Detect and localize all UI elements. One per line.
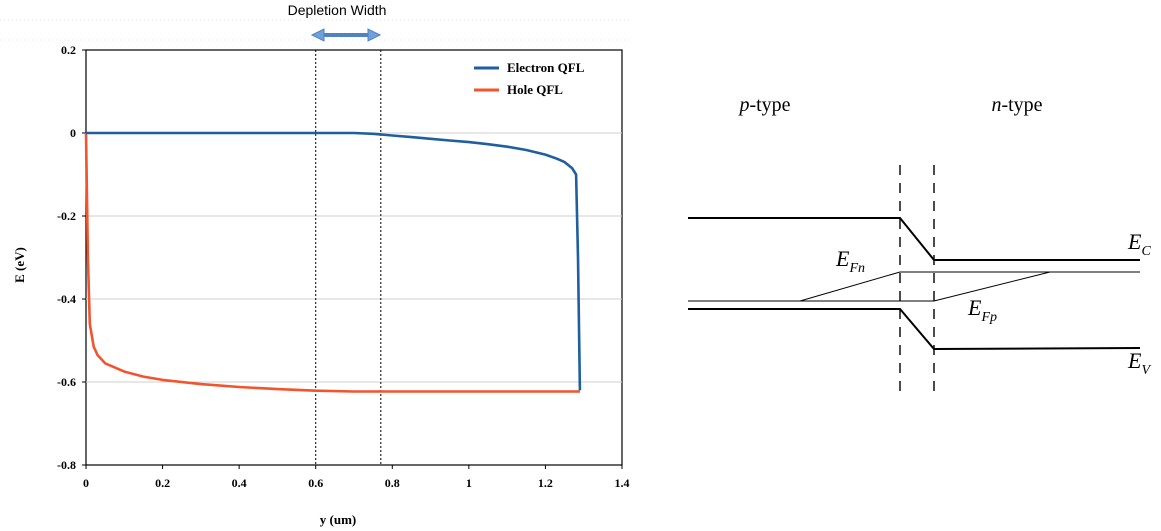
x-tick-label: 1: [466, 476, 472, 490]
series-line-electron-qfl: [86, 131, 582, 391]
ec-label: EC: [1127, 229, 1151, 259]
qfl-chart: 0 0.2 0.4 0.6 0.8 1 1.2 1.4 0.2 0 -0.2 -0.4 -0.6 -0.…: [12, 43, 630, 527]
x-tick-label: 0.8: [385, 476, 400, 490]
x-tick-label: 0: [83, 476, 89, 490]
y-tick-label: -0.4: [57, 292, 76, 306]
efp-label: EFp: [967, 295, 997, 325]
valence-band-edge: [688, 308, 1141, 351]
double-arrow-icon: [310, 28, 382, 42]
legend-label-hole: Hole QFL: [507, 82, 563, 97]
x-tick-label: 1.2: [538, 476, 553, 490]
electron-qfl-line: [799, 271, 1140, 302]
gridlines: [86, 132, 622, 383]
y-tick-label: -0.8: [57, 458, 76, 472]
band-diagram: p-type n-type EC EFn EFp EV: [688, 94, 1151, 395]
y-axis-title: E (eV): [12, 247, 27, 283]
depletion-width-label: Depletion Width: [288, 2, 387, 18]
x-tick-label: 0.2: [155, 476, 170, 490]
x-axis-ticks: 0 0.2 0.4 0.6 0.8 1 1.2 1.4: [83, 465, 630, 490]
y-tick-label: 0: [70, 126, 76, 140]
y-tick-label: 0.2: [61, 43, 76, 57]
hole-qfl-line: [688, 271, 1051, 302]
background-guides: [0, 19, 630, 41]
plot-frame: [85, 49, 623, 466]
x-tick-label: 1.4: [615, 476, 630, 490]
legend-label-electron: Electron QFL: [507, 60, 585, 75]
x-axis-title: y (um): [320, 512, 356, 527]
x-tick-label: 0.6: [308, 476, 323, 490]
series-line-hole-qfl: [84, 132, 580, 393]
depletion-width-annotation: Depletion Width: [288, 2, 387, 42]
p-type-label: p-type: [737, 94, 790, 116]
efn-label: EFn: [835, 246, 865, 276]
ev-label: EV: [1127, 348, 1151, 378]
conduction-band-edge: [688, 217, 1140, 261]
n-type-label: n-type: [991, 94, 1042, 116]
y-axis-ticks: 0.2 0 -0.2 -0.4 -0.6 -0.8: [57, 43, 86, 472]
y-tick-label: -0.2: [57, 209, 76, 223]
series-lines: [84, 131, 582, 393]
x-tick-label: 0.4: [232, 476, 247, 490]
depletion-edge-lines: [315, 50, 382, 465]
y-tick-label: -0.6: [57, 375, 76, 389]
legend: Electron QFL Hole QFL: [474, 60, 585, 97]
